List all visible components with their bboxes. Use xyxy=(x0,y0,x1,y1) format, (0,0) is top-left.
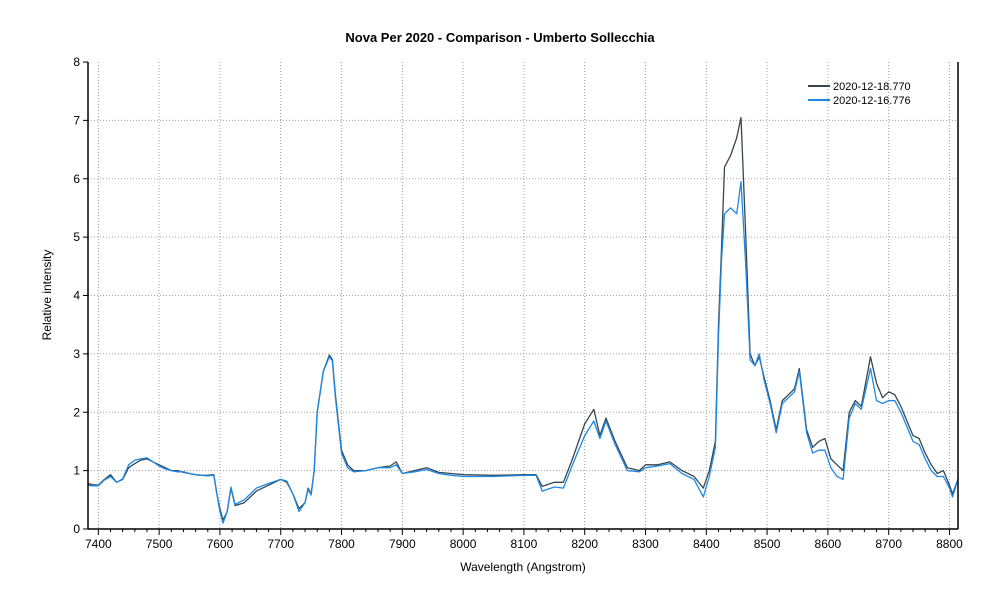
x-tick-label: 7700 xyxy=(267,537,294,551)
y-tick-label: 1 xyxy=(73,464,80,478)
y-tick-label: 3 xyxy=(73,347,80,361)
series-line-0 xyxy=(87,116,959,521)
x-tick-label: 8000 xyxy=(450,537,477,551)
x-tick-label: 8600 xyxy=(815,537,842,551)
y-axis-label: Relative intensity xyxy=(40,249,54,341)
x-tick-label: 7400 xyxy=(85,537,112,551)
y-tick-label: 4 xyxy=(73,289,80,303)
chart-title: Nova Per 2020 - Comparison - Umberto Sol… xyxy=(345,30,655,45)
x-tick-label: 8500 xyxy=(754,537,781,551)
legend-label-1: 2020-12-16.776 xyxy=(833,95,911,107)
legend-label-0: 2020-12-18.770 xyxy=(833,81,911,93)
x-tick-label: 7900 xyxy=(389,537,416,551)
x-tick-label: 8800 xyxy=(936,537,963,551)
x-tick-label: 8300 xyxy=(632,537,659,551)
x-tick-label: 8700 xyxy=(875,537,902,551)
y-tick-label: 5 xyxy=(73,230,80,244)
x-tick-label: 7600 xyxy=(207,537,234,551)
y-tick-label: 2 xyxy=(73,405,80,419)
y-tick-label: 0 xyxy=(73,522,80,536)
x-axis-label: Wavelength (Angstrom) xyxy=(460,560,586,574)
x-tick-label: 8200 xyxy=(571,537,598,551)
x-tick-label: 7500 xyxy=(146,537,173,551)
series-line-1 xyxy=(87,181,959,524)
y-tick-label: 6 xyxy=(73,172,80,186)
y-tick-label: 7 xyxy=(73,113,80,127)
x-tick-label: 8400 xyxy=(693,537,720,551)
y-tick-label: 8 xyxy=(73,55,80,69)
x-tick-label: 7800 xyxy=(328,537,355,551)
x-tick-label: 8100 xyxy=(511,537,538,551)
